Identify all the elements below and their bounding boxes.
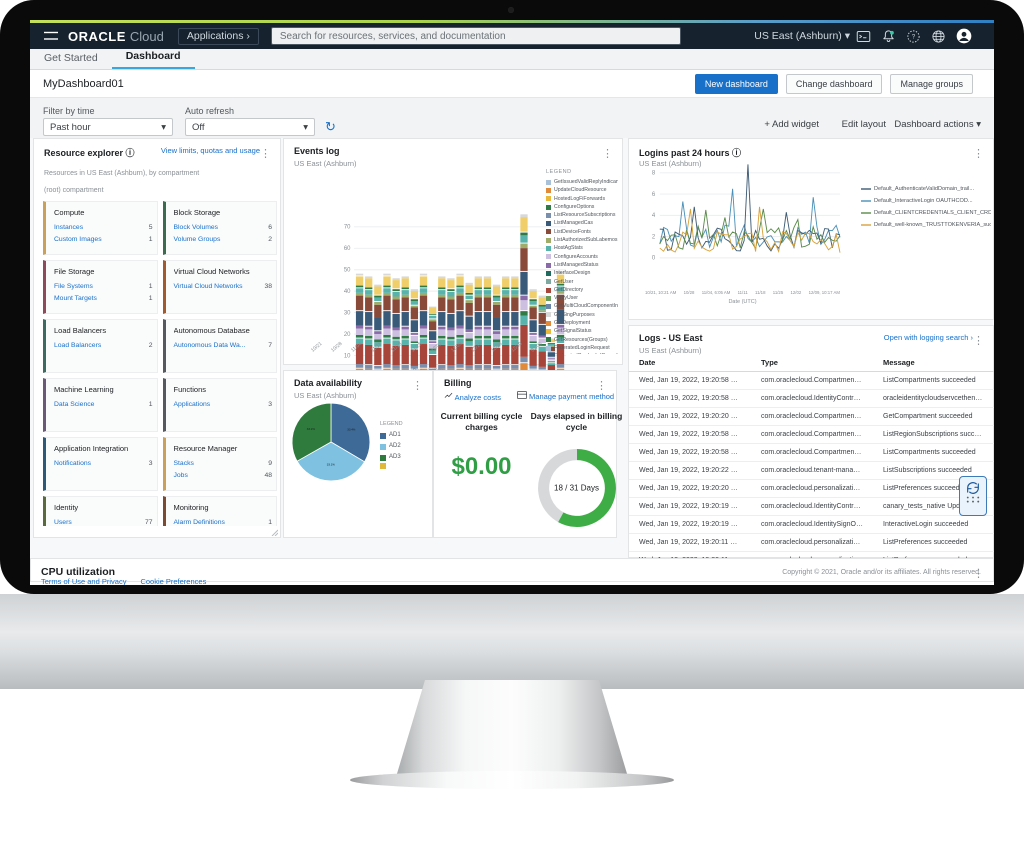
svg-text:33.4%: 33.4% <box>347 427 356 431</box>
svg-text:6: 6 <box>652 192 656 198</box>
svg-text:50: 50 <box>344 268 351 274</box>
svg-text:2: 2 <box>652 234 656 240</box>
svg-text:40: 40 <box>344 289 351 295</box>
svg-text:60: 60 <box>344 246 351 252</box>
svg-text:20: 20 <box>344 332 351 338</box>
svg-text:30: 30 <box>344 310 351 316</box>
svg-text:4: 4 <box>652 213 656 219</box>
svg-text:0: 0 <box>652 256 656 262</box>
svg-text:33.2%: 33.2% <box>307 427 316 431</box>
svg-text:33.1%: 33.1% <box>327 462 336 466</box>
svg-text:8: 8 <box>652 171 656 177</box>
svg-text:70: 70 <box>344 225 351 231</box>
svg-text:?: ? <box>912 33 916 40</box>
